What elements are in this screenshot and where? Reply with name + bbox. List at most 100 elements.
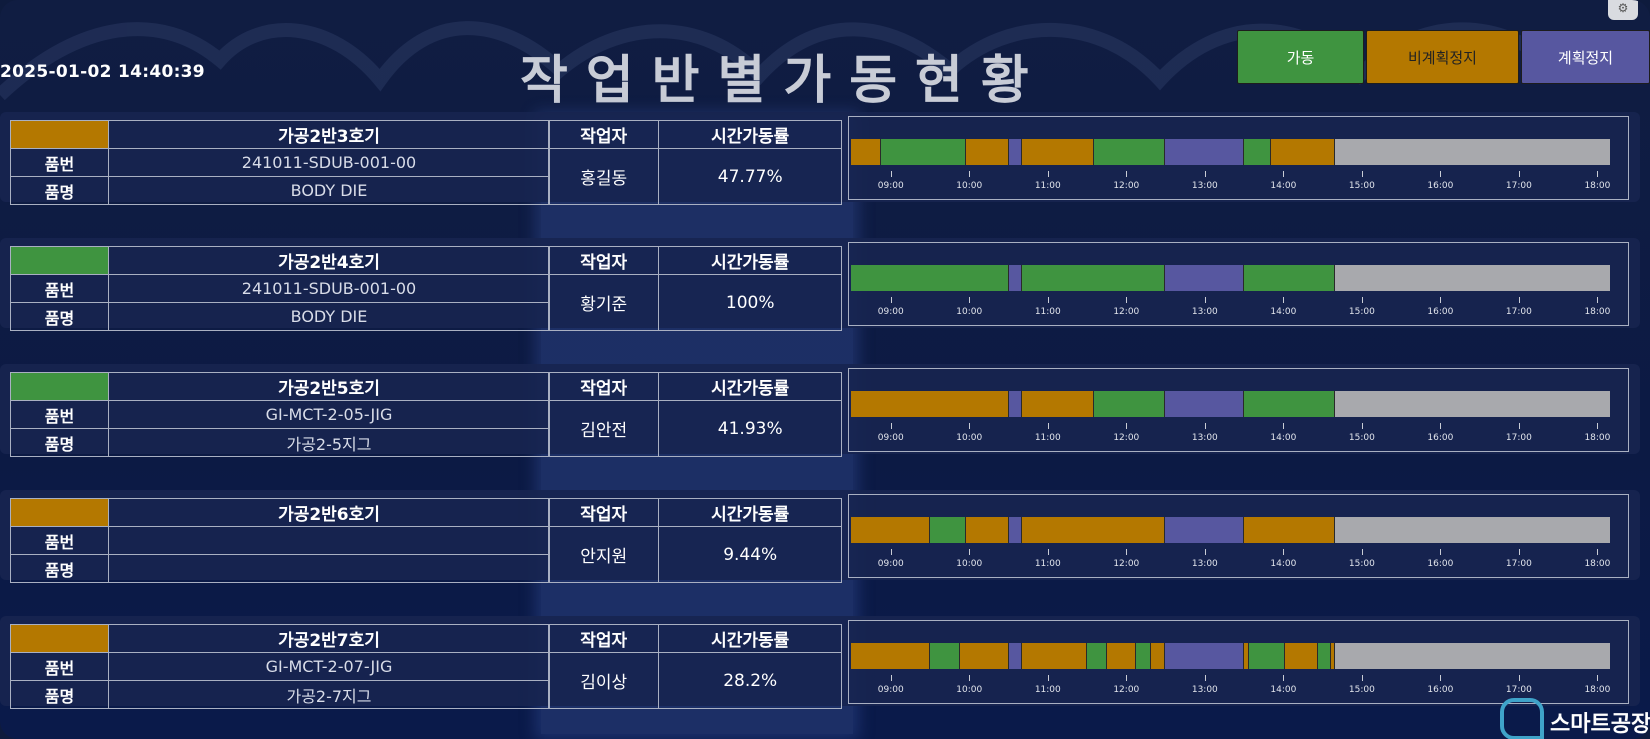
- machine-name: 가공2반5호기: [108, 372, 550, 401]
- part-name-value: BODY DIE: [108, 176, 550, 205]
- worker-header: 작업자: [547, 624, 660, 653]
- timeline-tick-label: 18:00: [1584, 559, 1611, 569]
- timeline-tick-label: 13:00: [1191, 685, 1218, 695]
- timeline-segment-planned: [1165, 139, 1244, 165]
- utilization-header: 시간가동률: [658, 246, 842, 275]
- timeline-tick-label: 11:00: [1034, 559, 1061, 569]
- part-name-value: 가공2-7지그: [108, 680, 550, 709]
- timeline-tick: [1283, 297, 1285, 303]
- timeline-tick: [1126, 675, 1128, 681]
- machine-status-swatch: [10, 624, 109, 653]
- timeline-tick-label: 09:00: [877, 307, 904, 317]
- timeline-segment-run: [929, 517, 967, 543]
- timeline-tick-label: 15:00: [1348, 559, 1375, 569]
- worker-table: 작업자 시간가동률 홍길동 47.77%: [547, 120, 842, 205]
- legend-run: 가동: [1237, 30, 1364, 84]
- worker-name: 안지원: [547, 526, 660, 583]
- timeline-segment-planned: [1165, 643, 1244, 669]
- timeline-segment-unplanned: [1022, 517, 1166, 543]
- timeline-tick-label: 13:00: [1191, 433, 1218, 443]
- legend-planned-label: 계획정지: [1557, 48, 1614, 67]
- timeline-segment-run: [881, 139, 967, 165]
- timeline-tick: [1597, 675, 1599, 681]
- timeline-tick: [969, 549, 971, 555]
- machine-row: 가공2반3호기 품번 241011-SDUB-001-00 품명 BODY DI…: [0, 112, 1650, 205]
- utilization-header: 시간가동률: [658, 120, 842, 149]
- machine-info-table: 가공2반5호기 품번 GI-MCT-2-05-JIG 품명 가공2-5지그: [10, 372, 550, 457]
- page-title: 작업반별가동현황: [520, 51, 1047, 111]
- timeline-tick-label: 10:00: [956, 433, 983, 443]
- timeline-tick-label: 12:00: [1113, 307, 1140, 317]
- timeline-tick-label: 13:00: [1191, 181, 1218, 191]
- machine-name: 가공2반6호기: [108, 498, 550, 527]
- timeline-tick-label: 11:00: [1034, 181, 1061, 191]
- timeline-tick: [1204, 423, 1206, 429]
- timeline-tick: [890, 171, 892, 177]
- timeline-tick-label: 10:00: [956, 685, 983, 695]
- timeline-tick-label: 15:00: [1348, 307, 1375, 317]
- utilization-value: 41.93%: [658, 400, 842, 457]
- part-no-label: 품번: [10, 274, 109, 303]
- part-no-value: [108, 526, 550, 555]
- timeline-tick: [1204, 549, 1206, 555]
- timeline-tick-label: 13:00: [1191, 307, 1218, 317]
- utilization-header: 시간가동률: [658, 498, 842, 527]
- timeline-tick-label: 09:00: [877, 559, 904, 569]
- timeline-tick-label: 18:00: [1584, 181, 1611, 191]
- timeline-segment-planned: [1165, 391, 1244, 417]
- timeline-tick-label: 16:00: [1427, 433, 1454, 443]
- worker-header: 작업자: [547, 246, 660, 275]
- timeline-tick: [1361, 675, 1363, 681]
- timeline-segment-unplanned: [1107, 643, 1137, 669]
- timeline-tick: [1597, 297, 1599, 303]
- part-no-value: 241011-SDUB-001-00: [108, 274, 550, 303]
- part-name-value: [108, 554, 550, 583]
- operation-timeline: 09:00 10:00 11:00 12:00 13:00 14:00 15:00 16:00…: [848, 494, 1629, 578]
- logo-text: 스마트공장: [1550, 712, 1650, 737]
- timeline-segment-run: [1136, 643, 1151, 669]
- timeline-segment-unplanned: [851, 643, 930, 669]
- timeline-segment-planned: [1009, 391, 1023, 417]
- timeline-tick-label: 12:00: [1113, 181, 1140, 191]
- timeline-segment-unplanned: [1022, 139, 1095, 165]
- timeline-bar-track: [851, 517, 1610, 543]
- timeline-tick-label: 14:00: [1270, 433, 1297, 443]
- timeline-segment-unplanned: [1243, 517, 1336, 543]
- timeline-segment-unplanned: [1271, 139, 1336, 165]
- timeline-tick-label: 16:00: [1427, 307, 1454, 317]
- timeline-tick: [969, 297, 971, 303]
- timeline-tick-label: 18:00: [1584, 433, 1611, 443]
- timeline-tick: [1518, 171, 1520, 177]
- timeline-segment-unplanned: [966, 517, 1010, 543]
- machine-info-table: 가공2반7호기 품번 GI-MCT-2-07-JIG 품명 가공2-7지그: [10, 624, 550, 709]
- timeline-tick: [1126, 297, 1128, 303]
- timeline-segment-run: [1086, 643, 1108, 669]
- timeline-tick-label: 11:00: [1034, 433, 1061, 443]
- part-no-label: 품번: [10, 148, 109, 177]
- machine-status-swatch: [10, 498, 109, 527]
- legend-unplanned-label: 비계획정지: [1407, 48, 1477, 67]
- settings-icon[interactable]: ⚙: [1608, 0, 1638, 20]
- timeline-tick: [1283, 423, 1285, 429]
- machine-status-swatch: [10, 246, 109, 275]
- part-name-value: 가공2-5지그: [108, 428, 550, 457]
- timeline-tick-label: 16:00: [1427, 685, 1454, 695]
- timeline-tick: [1518, 549, 1520, 555]
- timeline-tick-label: 09:00: [877, 181, 904, 191]
- part-name-label: 품명: [10, 680, 109, 709]
- timeline-segment-run: [929, 643, 960, 669]
- worker-name: 김이상: [547, 652, 660, 709]
- timeline-tick-label: 10:00: [956, 559, 983, 569]
- part-name-value: BODY DIE: [108, 302, 550, 331]
- timeline-tick: [1440, 423, 1442, 429]
- timeline-tick: [1440, 171, 1442, 177]
- timeline-tick: [1440, 297, 1442, 303]
- machine-row: 가공2반5호기 품번 GI-MCT-2-05-JIG 품명 가공2-5지그 작업…: [0, 364, 1650, 457]
- timeline-tick-label: 17:00: [1505, 559, 1532, 569]
- worker-table: 작업자 시간가동률 김이상 28.2%: [547, 624, 842, 709]
- timeline-tick-label: 09:00: [877, 685, 904, 695]
- timeline-tick-label: 18:00: [1584, 685, 1611, 695]
- worker-name: 홍길동: [547, 148, 660, 205]
- timeline-segment-unplanned: [966, 139, 1010, 165]
- timeline-segment-unplanned: [851, 517, 930, 543]
